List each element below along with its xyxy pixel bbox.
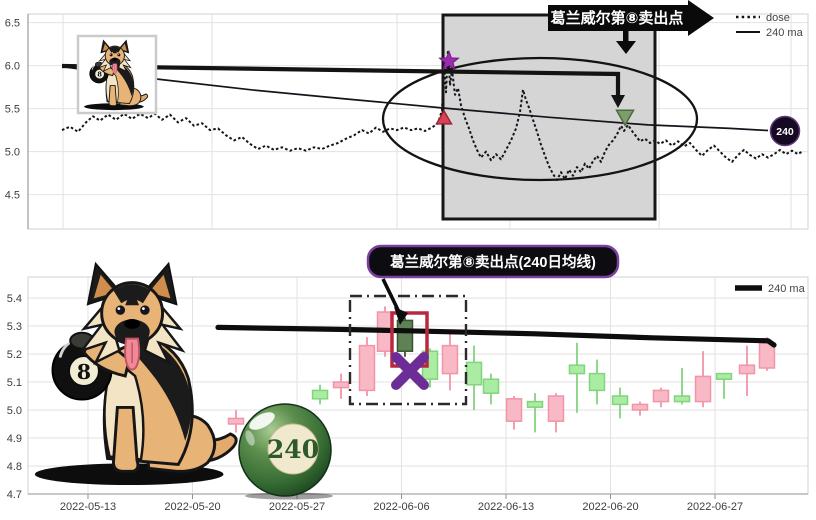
- candle-body: [675, 396, 690, 402]
- legend-item-240ma[interactable]: 240 ma: [736, 27, 804, 39]
- candle-body: [653, 390, 668, 401]
- ytick: 5.0: [7, 405, 22, 417]
- candle: [716, 374, 731, 399]
- candle: [334, 374, 349, 399]
- candle: [675, 368, 690, 404]
- ytick: 5.3: [7, 321, 22, 333]
- candle-body: [590, 374, 605, 391]
- candle-body: [632, 404, 647, 410]
- xtick: 2022-05-20: [164, 501, 220, 513]
- candle-body: [442, 346, 457, 374]
- xtick: 2022-06-27: [687, 501, 743, 513]
- ytick: 5.1: [7, 377, 22, 389]
- callout: 葛兰威尔第⑧卖出点(240日均线): [368, 246, 618, 325]
- badge-label: 240: [776, 126, 794, 138]
- figure-canvas: 8 240: [0, 0, 816, 520]
- ytick: 4.8: [7, 461, 22, 473]
- candle: [467, 346, 482, 410]
- candle-body: [696, 376, 711, 401]
- ytick: 6.0: [5, 61, 20, 73]
- candle: [740, 346, 755, 396]
- ytick: 6.5: [5, 18, 20, 30]
- ma-line-thick: [218, 327, 774, 345]
- chart-figure[interactable]: 8 240: [0, 0, 816, 520]
- bottom-legend: 240 ma: [735, 283, 806, 295]
- candle: [507, 396, 522, 430]
- top-legend: dose 240 ma: [736, 12, 804, 39]
- banner-pointer-shaft: [623, 31, 629, 42]
- candle-body: [528, 402, 543, 408]
- candle-body: [313, 390, 328, 398]
- xtick: 2022-05-13: [60, 501, 116, 513]
- candle: [528, 393, 543, 432]
- green-240-ball: 240: [239, 404, 333, 500]
- inset-photo-frame: [78, 36, 156, 113]
- candle-body: [359, 346, 374, 391]
- candle: [229, 410, 244, 432]
- candle-body: [613, 396, 628, 404]
- xtick: 2022-06-06: [373, 501, 429, 513]
- ma-badge: 240: [771, 117, 800, 146]
- candle-body: [548, 396, 563, 421]
- candle-body: [740, 365, 755, 373]
- dog-mascot-large: [35, 264, 236, 485]
- candle-body: [467, 362, 482, 384]
- banner-text: 葛兰威尔第⑧卖出点: [550, 9, 684, 27]
- ma-line: [62, 67, 768, 131]
- ytick: 5.5: [5, 104, 20, 116]
- candle-body: [569, 365, 584, 373]
- candle-body: [716, 374, 731, 380]
- top-ytick-labels: 6.5 6.0 5.5 5.0 4.5: [5, 18, 20, 202]
- candle: [613, 388, 628, 419]
- legend-item-240ma-bottom[interactable]: 240 ma: [735, 283, 806, 295]
- candle-body: [334, 382, 349, 388]
- candle-body: [484, 379, 499, 393]
- candle-body: [507, 399, 522, 421]
- legend-label-240ma-bottom: 240 ma: [768, 283, 806, 295]
- sell-x-marker-icon: [396, 357, 424, 385]
- candle: [359, 337, 374, 396]
- candle-body: [229, 418, 244, 424]
- candle: [590, 360, 605, 405]
- ytick: 5.0: [5, 147, 20, 159]
- xtick: 2022-05-27: [269, 501, 325, 513]
- bottom-xtick-labels: 2022-05-13 2022-05-20 2022-05-27 2022-06…: [60, 501, 743, 513]
- candle: [548, 393, 563, 432]
- candle: [696, 351, 711, 407]
- legend-label-dose: dose: [766, 12, 790, 24]
- callout-text: 葛兰威尔第⑧卖出点(240日均线): [389, 253, 596, 271]
- candle: [313, 385, 328, 405]
- candle-body: [397, 320, 412, 351]
- xtick: 2022-06-20: [582, 501, 638, 513]
- bottom-ytick-labels: 5.4 5.3 5.2 5.1 5.0 4.9 4.8 4.7: [7, 293, 22, 501]
- candle: [632, 402, 647, 416]
- legend-label-240ma: 240 ma: [766, 27, 804, 39]
- ytick: 4.7: [7, 489, 22, 501]
- ytick: 4.5: [5, 190, 20, 202]
- candle: [653, 388, 668, 408]
- candle: [569, 343, 584, 413]
- ytick: 5.4: [7, 293, 22, 305]
- xtick: 2022-06-13: [478, 501, 534, 513]
- ytick: 5.2: [7, 349, 22, 361]
- candle: [484, 374, 499, 405]
- ytick: 4.9: [7, 433, 22, 445]
- ball-number: 240: [267, 435, 319, 464]
